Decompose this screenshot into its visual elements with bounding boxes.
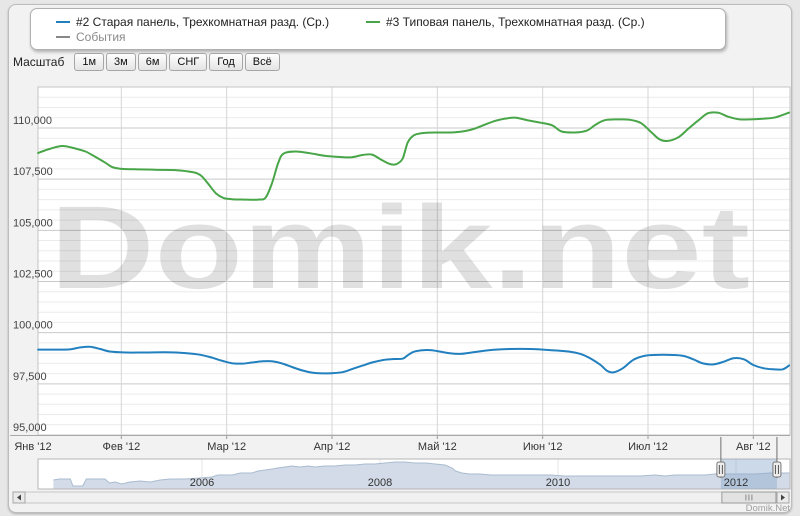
navigator-selected-range[interactable] [720,459,777,489]
x-axis-label: Янв '12 [14,441,51,453]
x-axis-label: Авг '12 [736,441,771,453]
x-axis-label: Май '12 [418,441,457,453]
scrollbar-right-arrow-button[interactable] [776,491,790,504]
navigator-right-handle[interactable] [772,461,782,478]
navigator-year-label: 2012 [724,477,748,489]
series-line-typical-panel [37,111,791,201]
navigator-series-line [53,461,790,487]
y-axis-label: 107,500 [13,166,53,178]
legend-label-events: События [76,30,126,44]
navigator-year-label: 2006 [190,477,214,489]
y-axis-label: 97,500 [13,371,47,383]
y-axis-label: 100,000 [13,320,53,332]
legend-item-typical-panel[interactable]: #3 Типовая панель, Трехкомнатная разд. (… [366,15,645,29]
range-buttons: 1м 3м 6м СНГ Год Всё [74,53,280,71]
range-button-god[interactable]: Год [209,53,243,71]
watermark-text: Domik.net [50,182,750,314]
y-axis-label: 102,500 [13,268,53,280]
series-line-old-panel [37,345,791,375]
y-axis-label: 110,000 [13,115,52,127]
range-button-vse[interactable]: Всё [244,53,280,71]
triangle-left-icon [17,494,21,501]
scrollbar-track[interactable] [24,491,779,504]
x-axis-label: Мар '12 [207,441,246,453]
navigator-left-handle[interactable] [716,461,726,478]
x-axis-label: Июн '12 [523,441,563,453]
x-axis-label: Апр '12 [314,441,351,453]
legend-item-events[interactable]: События [56,30,126,44]
range-button-6m[interactable]: 6м [137,53,168,71]
x-axis-label: Июл '12 [628,441,668,453]
y-axis-label: 95,000 [13,422,47,434]
legend-marker-gray-line-icon [56,36,70,38]
legend-marker-blue-line-icon [56,21,70,23]
navigator-series-area [53,462,790,489]
scrollbar-thumb[interactable] [721,491,777,504]
y-axis-label: 105,000 [13,217,53,229]
legend-marker-green-line-icon [366,21,380,23]
scrollbar-left-arrow-button[interactable] [12,491,26,504]
range-button-1m[interactable]: 1м [74,53,105,71]
range-button-sng[interactable]: СНГ [169,53,208,71]
navigator-year-label: 2010 [546,477,570,489]
range-button-3m[interactable]: 3м [106,53,136,71]
legend-label-typical-panel: #3 Типовая панель, Трехкомнатная разд. (… [386,15,645,29]
credit-link[interactable]: Domik.Net [746,503,791,514]
range-selector-label: Масштаб [13,55,65,69]
triangle-right-icon [781,494,785,501]
x-axis-label: Фев '12 [102,441,140,453]
range-selector: Масштаб 1м 3м 6м СНГ Год Всё [13,52,280,72]
legend-label-old-panel: #2 Старая панель, Трехкомнатная разд. (С… [76,15,330,29]
legend-item-old-panel[interactable]: #2 Старая панель, Трехкомнатная разд. (С… [56,15,329,29]
navigator-border [37,458,791,490]
navigator-year-label: 2008 [368,477,392,489]
legend: #2 Старая панель, Трехкомнатная разд. (С… [30,8,726,50]
